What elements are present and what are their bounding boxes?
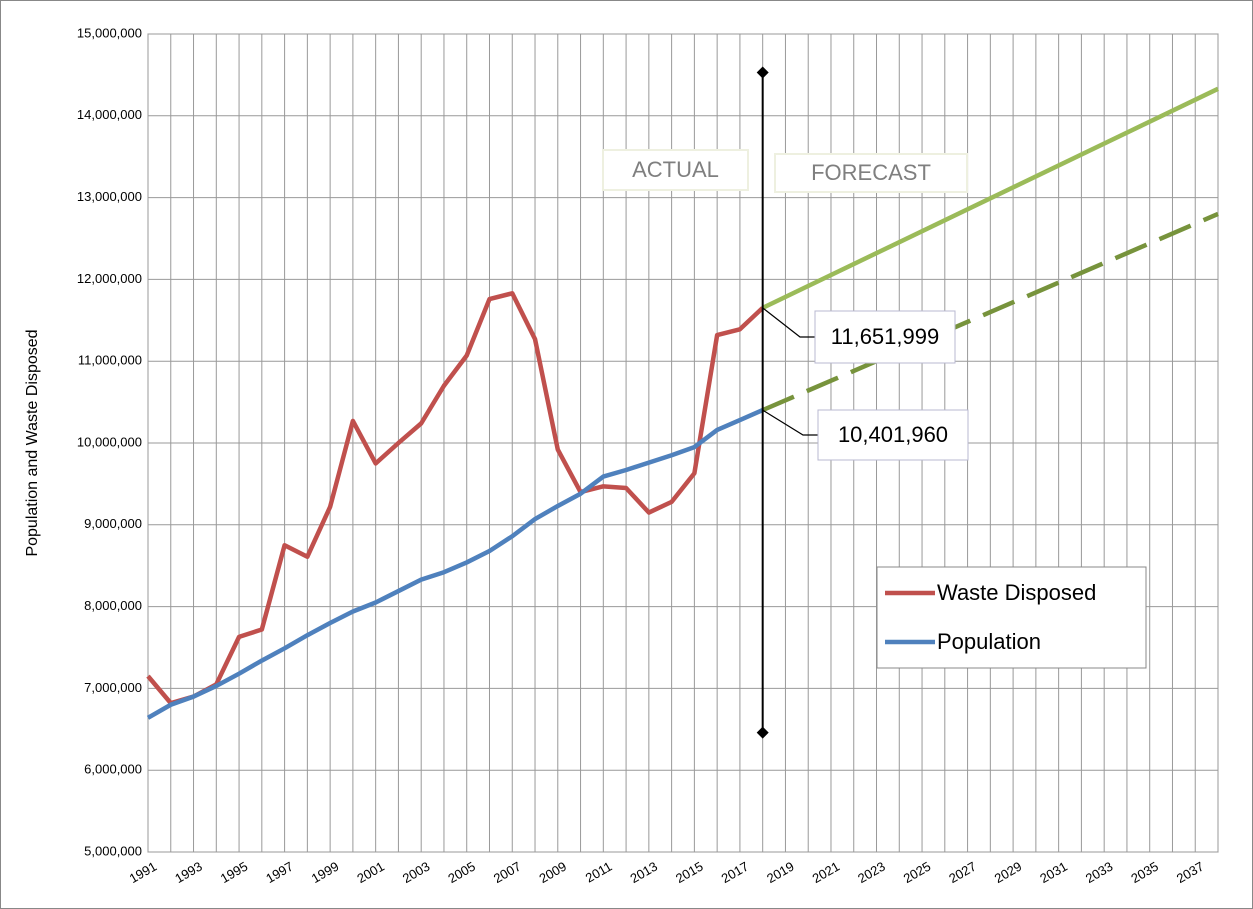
series-line [761, 86, 1219, 310]
callout-box [814, 310, 956, 364]
region-box [602, 149, 749, 191]
y-tick-label: 11,000,000 [78, 353, 142, 368]
y-tick-label: 14,000,000 [77, 107, 142, 122]
y-tick-label: 5,000,000 [84, 843, 142, 858]
legend-label: Waste Disposed [937, 580, 1096, 605]
marks [146, 86, 1219, 720]
series-line [146, 291, 765, 706]
region-label: FORECAST [811, 160, 931, 185]
callout-label: 11,651,999 [831, 324, 939, 349]
callout-leader [762, 409, 818, 436]
y-tick-label: 6,000,000 [84, 762, 142, 777]
y-tick-label: 12,000,000 [77, 271, 142, 286]
legend-box [876, 566, 1147, 669]
overlay: ACTUAL FORECAST 11,651,999 10,401,960 Waste … [602, 66, 1147, 739]
y-tick-label: 15,000,000 [77, 25, 142, 40]
series-line [761, 211, 1219, 413]
y-axis-label: Population and Waste Disposed [24, 329, 41, 556]
divider-end [756, 726, 769, 739]
callout-label: 10,401,960 [838, 422, 948, 447]
region-box [774, 153, 968, 193]
y-tick-label: 10,000,000 [77, 434, 142, 449]
y-tick-label: 8,000,000 [84, 598, 142, 613]
divider-end [756, 66, 769, 79]
callout-box [817, 409, 969, 461]
y-tick-label: 13,000,000 [77, 189, 142, 204]
region-label: ACTUAL [632, 157, 719, 182]
legend-label: Population [937, 629, 1041, 654]
y-tick-label: 9,000,000 [84, 516, 142, 531]
series-line [146, 408, 764, 720]
y-tick-label: 7,000,000 [84, 680, 142, 695]
callout-leader [762, 307, 815, 338]
